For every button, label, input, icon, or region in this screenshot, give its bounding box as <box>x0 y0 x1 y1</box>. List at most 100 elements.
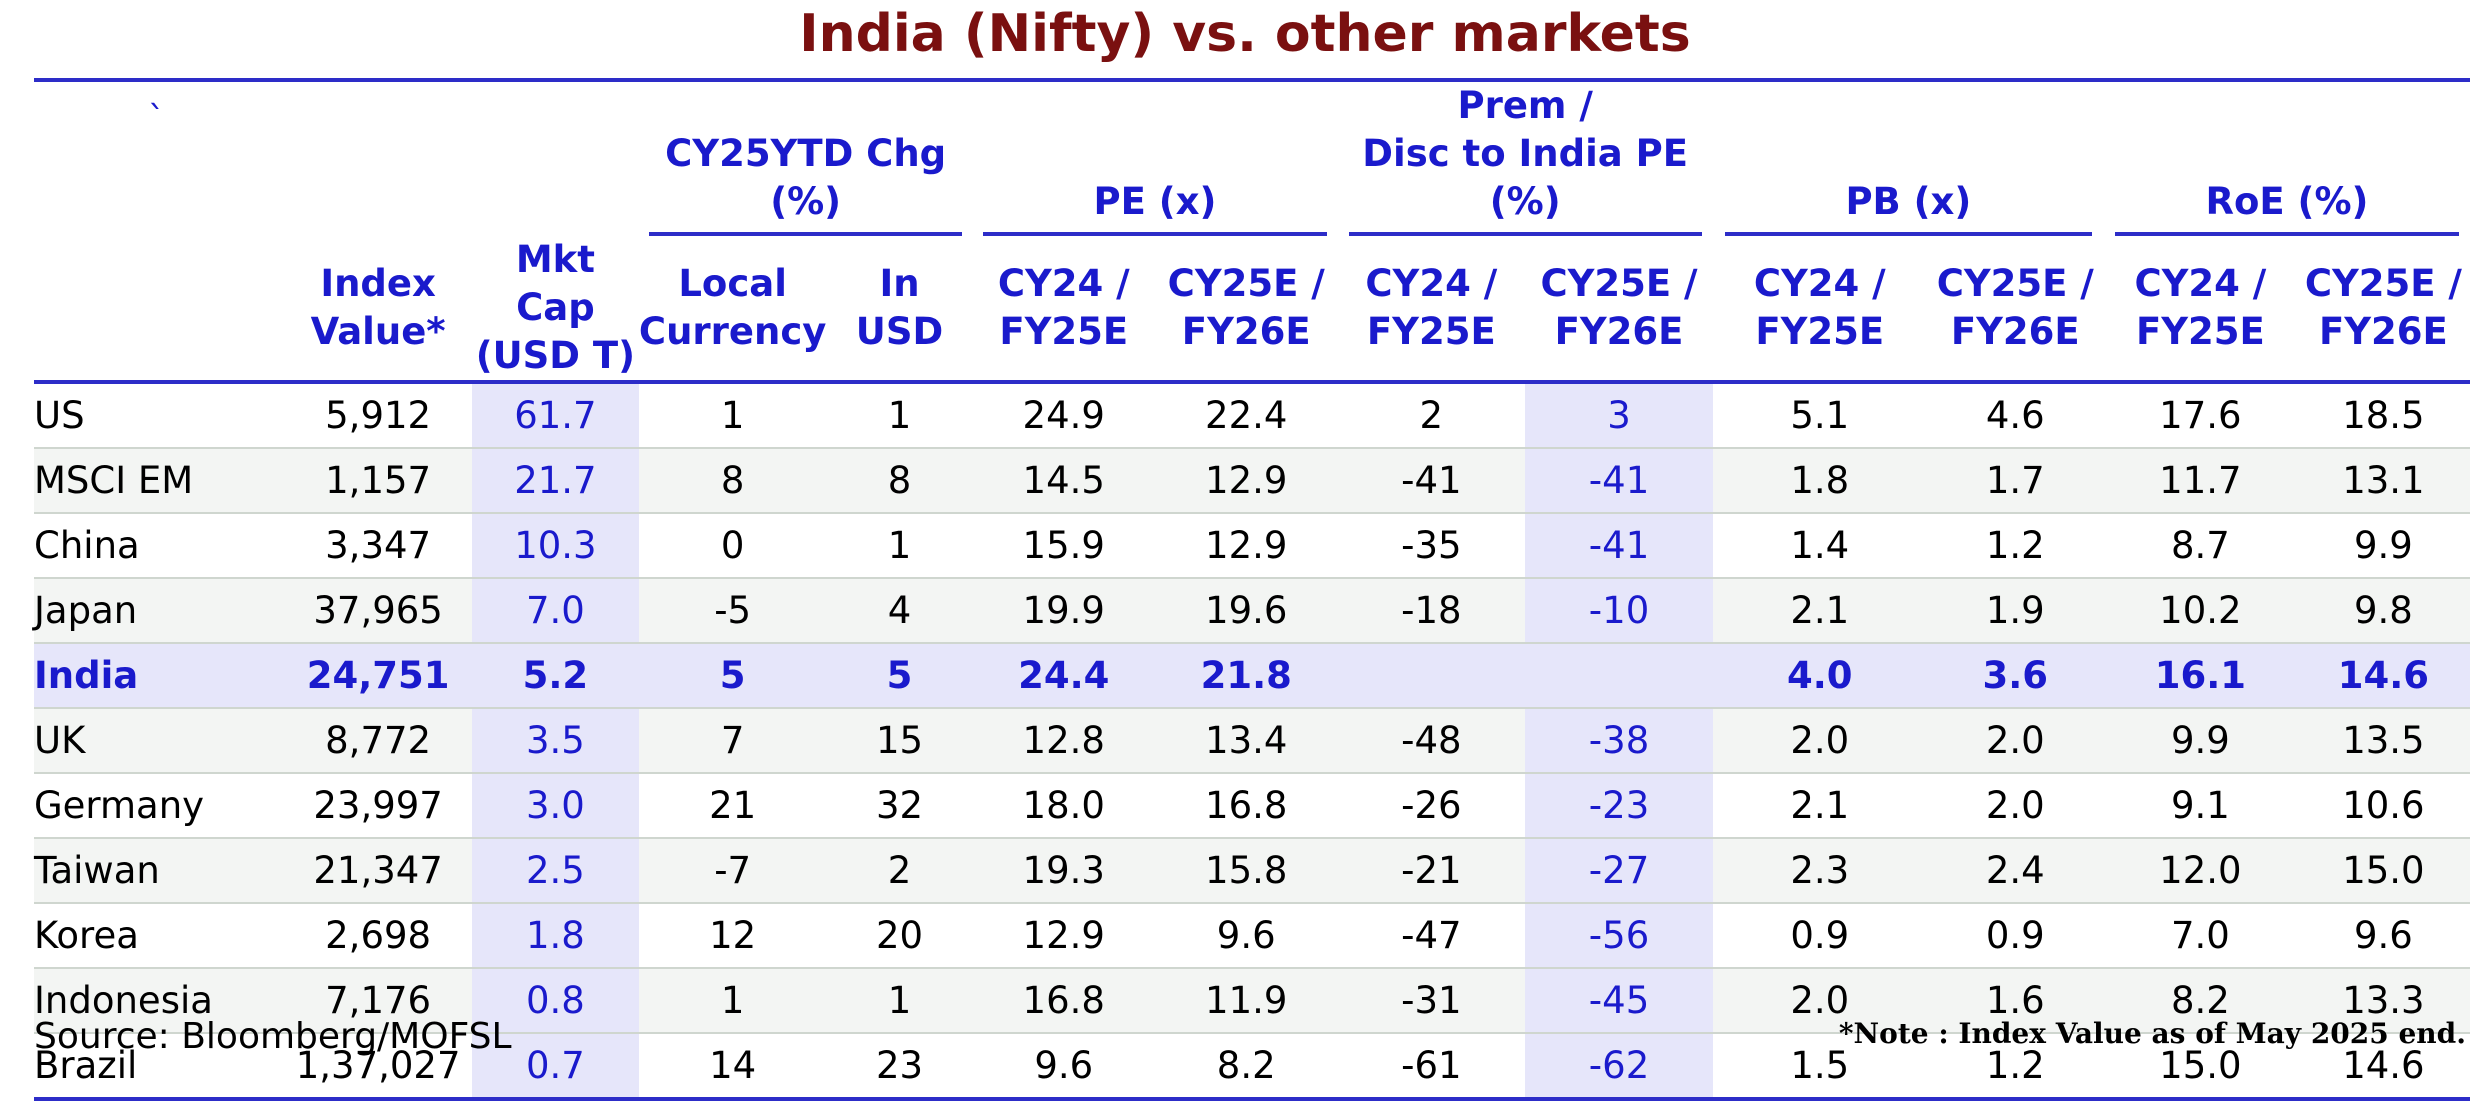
value-cell: -23 <box>1525 773 1713 839</box>
value-cell: 7 <box>638 708 827 774</box>
value-cell: 21,347 <box>284 838 472 904</box>
value-cell: 19.9 <box>972 578 1155 644</box>
value-cell: 3 <box>1525 382 1713 449</box>
value-cell: -5 <box>638 578 827 644</box>
value-cell: 37,965 <box>284 578 472 644</box>
value-cell: 1 <box>638 382 827 449</box>
col-header-pb-cy25: CY25E / FY26E <box>1926 236 2104 384</box>
group-header-prem: Prem / Disc to India PE (%) <box>1337 80 1712 236</box>
value-cell: 15.9 <box>972 513 1155 579</box>
value-cell: 4.6 <box>1926 382 2104 449</box>
value-cell: 9.8 <box>2296 578 2470 644</box>
value-cell: 13.3 <box>2296 968 2470 1034</box>
value-cell: 5 <box>638 643 827 709</box>
value-cell: 24.9 <box>972 382 1155 449</box>
value-cell: 0 <box>638 513 827 579</box>
value-cell: 8.2 <box>2103 968 2297 1034</box>
value-cell: -41 <box>1337 448 1526 514</box>
value-cell: -41 <box>1525 513 1713 579</box>
group-header-pe: PE (x) <box>973 80 1338 236</box>
value-cell: 15 <box>826 708 973 774</box>
value-cell: 12.9 <box>1154 448 1338 514</box>
markets-table: CY25YTD Chg (%) PE (x) Prem / Disc to Ind… <box>34 74 2470 1101</box>
table-row: MSCI EM 1,157 21.7 8 8 14.5 12.9 -41 -41 1.8 1.7 11… <box>34 448 2470 514</box>
market-name-cell: India <box>34 643 285 709</box>
table-row: UK 8,772 3.5 7 15 12.8 13.4 -48 -38 2.0 2.0 9.9 13.5 <box>34 708 2470 774</box>
value-cell: 1.8 <box>1712 448 1927 514</box>
value-cell: 1 <box>826 382 973 449</box>
market-name-cell: Japan <box>34 578 285 644</box>
value-cell: 2.1 <box>1712 773 1927 839</box>
value-cell: 1 <box>826 513 973 579</box>
header-mark: ` <box>148 99 165 139</box>
value-cell: 11.7 <box>2103 448 2297 514</box>
value-cell: -7 <box>638 838 827 904</box>
value-cell: 2.0 <box>1926 773 2104 839</box>
value-cell: 1 <box>638 968 827 1034</box>
value-cell: 11.9 <box>1154 968 1338 1034</box>
value-cell: 2.0 <box>1926 708 2104 774</box>
value-cell <box>1525 643 1713 709</box>
value-cell: -27 <box>1525 838 1713 904</box>
col-header-pe-cy25: CY25E / FY26E <box>1154 236 1338 384</box>
value-cell: 12 <box>638 903 827 969</box>
value-cell: 16.8 <box>1154 773 1338 839</box>
value-cell: 2,698 <box>284 903 472 969</box>
source-note: Source: Bloomberg/MOFSL <box>34 1016 512 1057</box>
table-row: Korea 2,698 1.8 12 20 12.9 9.6 -47 -56 0.9 0.9 7.0 9… <box>34 903 2470 969</box>
prem-line-1: Prem / <box>1457 84 1593 127</box>
value-cell: -41 <box>1525 448 1713 514</box>
value-cell: 13.4 <box>1154 708 1338 774</box>
value-cell: -21 <box>1337 838 1526 904</box>
value-cell: 24,751 <box>284 643 472 709</box>
value-cell: 19.6 <box>1154 578 1338 644</box>
market-name-cell: Taiwan <box>34 838 285 904</box>
value-cell: -18 <box>1337 578 1526 644</box>
value-cell: 1,157 <box>284 448 472 514</box>
value-cell: 13.5 <box>2296 708 2470 774</box>
value-cell: 3,347 <box>284 513 472 579</box>
value-cell: 1.8 <box>471 903 639 969</box>
prem-line-2: Disc to India PE (%) <box>1362 132 1689 223</box>
value-cell: -47 <box>1337 903 1526 969</box>
value-cell: 9.6 <box>972 1033 1155 1101</box>
col-header-usd: In USD <box>826 236 973 384</box>
header-blank <box>472 80 639 236</box>
value-cell: 16.1 <box>2103 643 2297 709</box>
value-cell: 9.9 <box>2296 513 2470 579</box>
table-body: US 5,912 61.7 1 1 24.9 22.4 2 3 5.1 4.6 17.6 18.5 MSC… <box>34 382 2470 1101</box>
market-name-cell: MSCI EM <box>34 448 285 514</box>
value-cell: 0.9 <box>1926 903 2104 969</box>
value-cell: 10.2 <box>2103 578 2297 644</box>
value-cell: 2 <box>826 838 973 904</box>
table-row: Taiwan 21,347 2.5 -7 2 19.3 15.8 -21 -27 2.3 2.4 12… <box>34 838 2470 904</box>
value-cell: 7.0 <box>471 578 639 644</box>
table-row: Germany 23,997 3.0 21 32 18.0 16.8 -26 -23 2.1 2.0… <box>34 773 2470 839</box>
value-cell: 12.8 <box>972 708 1155 774</box>
value-cell: 8,772 <box>284 708 472 774</box>
value-cell: 2.0 <box>1712 968 1927 1034</box>
value-cell: 1.4 <box>1712 513 1927 579</box>
value-cell: -10 <box>1525 578 1713 644</box>
value-cell: 10.3 <box>471 513 639 579</box>
col-header-local: Local Currency <box>638 236 827 384</box>
col-header-pb-cy24: CY24 /FY25E <box>1712 236 1927 384</box>
value-cell: 21.8 <box>1154 643 1338 709</box>
value-cell: 14.6 <box>2296 643 2470 709</box>
market-name-cell: Indonesia <box>34 968 285 1034</box>
value-cell: 14.5 <box>972 448 1155 514</box>
value-cell: 7.0 <box>2103 903 2297 969</box>
value-cell: -45 <box>1525 968 1713 1034</box>
group-header-roe: RoE (%) <box>2104 80 2470 236</box>
value-cell: 9.6 <box>2296 903 2470 969</box>
header-blank <box>34 80 284 236</box>
page-title: India (Nifty) vs. other markets <box>799 4 1691 64</box>
value-cell: 12.9 <box>972 903 1155 969</box>
value-cell: 2 <box>1337 382 1526 449</box>
header-blank <box>284 80 472 236</box>
value-cell: 1.7 <box>1926 448 2104 514</box>
value-cell: 4.0 <box>1712 643 1927 709</box>
value-cell: 3.5 <box>471 708 639 774</box>
top-rule <box>34 74 2470 82</box>
value-cell: 21 <box>638 773 827 839</box>
